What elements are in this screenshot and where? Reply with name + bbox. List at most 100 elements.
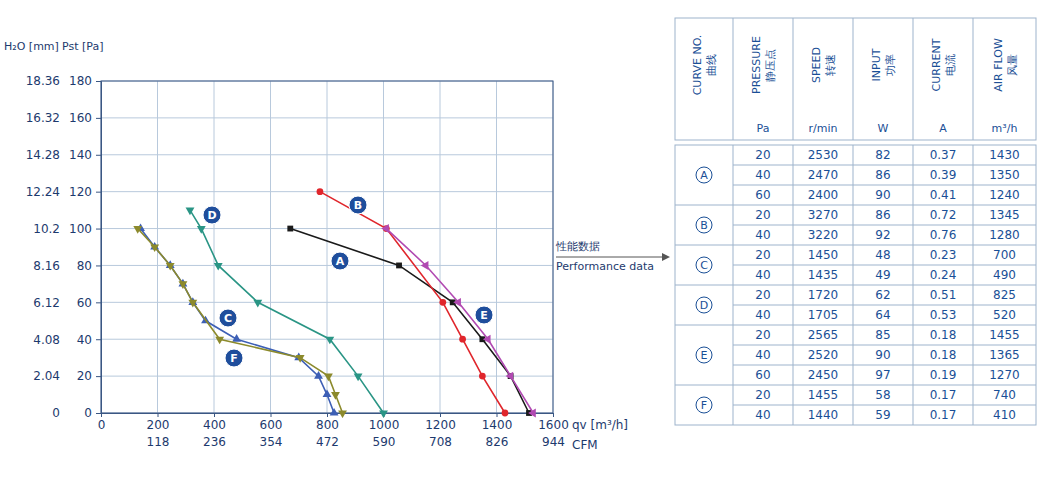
series-marker xyxy=(197,226,206,234)
series-marker xyxy=(379,410,388,418)
curve-circle xyxy=(696,217,712,233)
grid-line xyxy=(101,191,553,192)
column-head: SPEED xyxy=(810,47,823,83)
curve-label: A xyxy=(331,252,349,270)
tick-label: 140 xyxy=(69,148,92,162)
tick-label: 1200 xyxy=(425,418,456,432)
curve-cell: B xyxy=(700,219,708,232)
table-cell: 60 xyxy=(755,368,770,382)
table-cell: 20 xyxy=(755,148,770,162)
series-marker xyxy=(502,410,509,417)
table-cell: 1350 xyxy=(989,168,1020,182)
column-head-zh: 电流 xyxy=(944,54,957,76)
table-body-box xyxy=(675,145,1036,425)
table-cell: 0.18 xyxy=(930,328,957,342)
annotation-arrowhead xyxy=(662,253,670,261)
series-marker xyxy=(323,389,332,397)
series-marker xyxy=(287,226,293,232)
table-cell: 48 xyxy=(875,248,890,262)
table-cell: 20 xyxy=(755,328,770,342)
table-cell: 2520 xyxy=(808,348,839,362)
curve-cell: C xyxy=(700,259,708,272)
table-group-line xyxy=(675,325,1036,326)
annotation-arrow xyxy=(556,257,662,258)
table-cell: 0.37 xyxy=(930,148,957,162)
curve-badge xyxy=(225,349,243,367)
tick: 118 xyxy=(147,434,170,449)
tick: 944 xyxy=(542,434,565,449)
axis-title: H₂O [mm] xyxy=(4,40,59,53)
tick-label: 118 xyxy=(147,435,170,449)
series-marker xyxy=(459,336,466,343)
table-cell: 520 xyxy=(993,308,1016,322)
table-group-line xyxy=(675,285,1036,286)
table-col-line xyxy=(973,18,974,140)
tick: 826 xyxy=(486,434,509,449)
x2-axis: 118236354472590708826944 xyxy=(102,434,565,449)
column-unit: Pa xyxy=(757,122,770,135)
table-cell: 490 xyxy=(993,268,1016,282)
curve-badge xyxy=(331,252,349,270)
column-head: PRESSURE xyxy=(750,36,763,94)
grid-line xyxy=(101,228,553,229)
tick-label: 400 xyxy=(203,418,226,432)
tick-mark xyxy=(96,229,101,230)
table-col-line xyxy=(853,18,854,140)
tick-label: 354 xyxy=(260,435,283,449)
table-cell: 2565 xyxy=(808,328,839,342)
curve-cell: E xyxy=(701,349,708,362)
table-cell: 0.24 xyxy=(930,268,957,282)
table-cell: 1365 xyxy=(989,348,1020,362)
tick-mark xyxy=(158,413,159,417)
series-line xyxy=(386,229,533,413)
curve-badge xyxy=(219,309,237,327)
tick-label: 6.12 xyxy=(33,296,60,310)
table-cell: 40 xyxy=(755,408,770,422)
table-cell: 40 xyxy=(755,348,770,362)
curve-cell: F xyxy=(701,399,707,412)
x-axis: 02004006008001000120014001600 xyxy=(98,413,569,432)
tick-label: 20 xyxy=(77,369,92,383)
table-cell: 0.41 xyxy=(930,188,957,202)
tick-mark xyxy=(96,413,101,414)
tick-mark xyxy=(96,339,101,340)
grid-line xyxy=(101,154,553,155)
tick: 708 xyxy=(429,434,452,449)
tick: 2.04 xyxy=(33,369,62,383)
series-marker xyxy=(317,188,324,195)
curve-label: E xyxy=(475,306,493,324)
tick: 100 xyxy=(69,222,101,236)
curve-circle xyxy=(696,397,712,413)
table-cell: 20 xyxy=(755,388,770,402)
curve-circle xyxy=(696,167,712,183)
tick-label: 826 xyxy=(486,435,509,449)
series-line xyxy=(138,229,343,413)
curve-circle xyxy=(696,297,712,313)
table-cell: 20 xyxy=(755,288,770,302)
tick-mark xyxy=(553,413,554,417)
table-header-box xyxy=(675,18,1036,140)
column-head-zh: 静压点 xyxy=(764,49,777,82)
series-marker xyxy=(331,392,340,400)
tick-label: 60 xyxy=(77,296,92,310)
table-row-line xyxy=(733,225,1036,226)
tick: 60 xyxy=(77,296,101,310)
curve-badge xyxy=(203,206,221,224)
table-cell: 0.17 xyxy=(930,388,957,402)
tick-label: 2.04 xyxy=(33,369,60,383)
table-cell: 1455 xyxy=(808,388,839,402)
table-cell: 92 xyxy=(875,228,890,242)
grid-line xyxy=(101,302,553,303)
tick: 120 xyxy=(69,185,101,199)
tick: 472 xyxy=(316,434,339,449)
grid-line xyxy=(327,81,328,413)
table-cell: 40 xyxy=(755,228,770,242)
table-row-line xyxy=(733,405,1036,406)
column-head: CURRENT xyxy=(930,38,943,91)
table-cell: 0.76 xyxy=(930,228,957,242)
table-cell: 825 xyxy=(993,288,1016,302)
table-cell: 1270 xyxy=(989,368,1020,382)
table-cell: 86 xyxy=(875,208,890,222)
curve-badge xyxy=(475,306,493,324)
tick-mark xyxy=(96,81,101,82)
